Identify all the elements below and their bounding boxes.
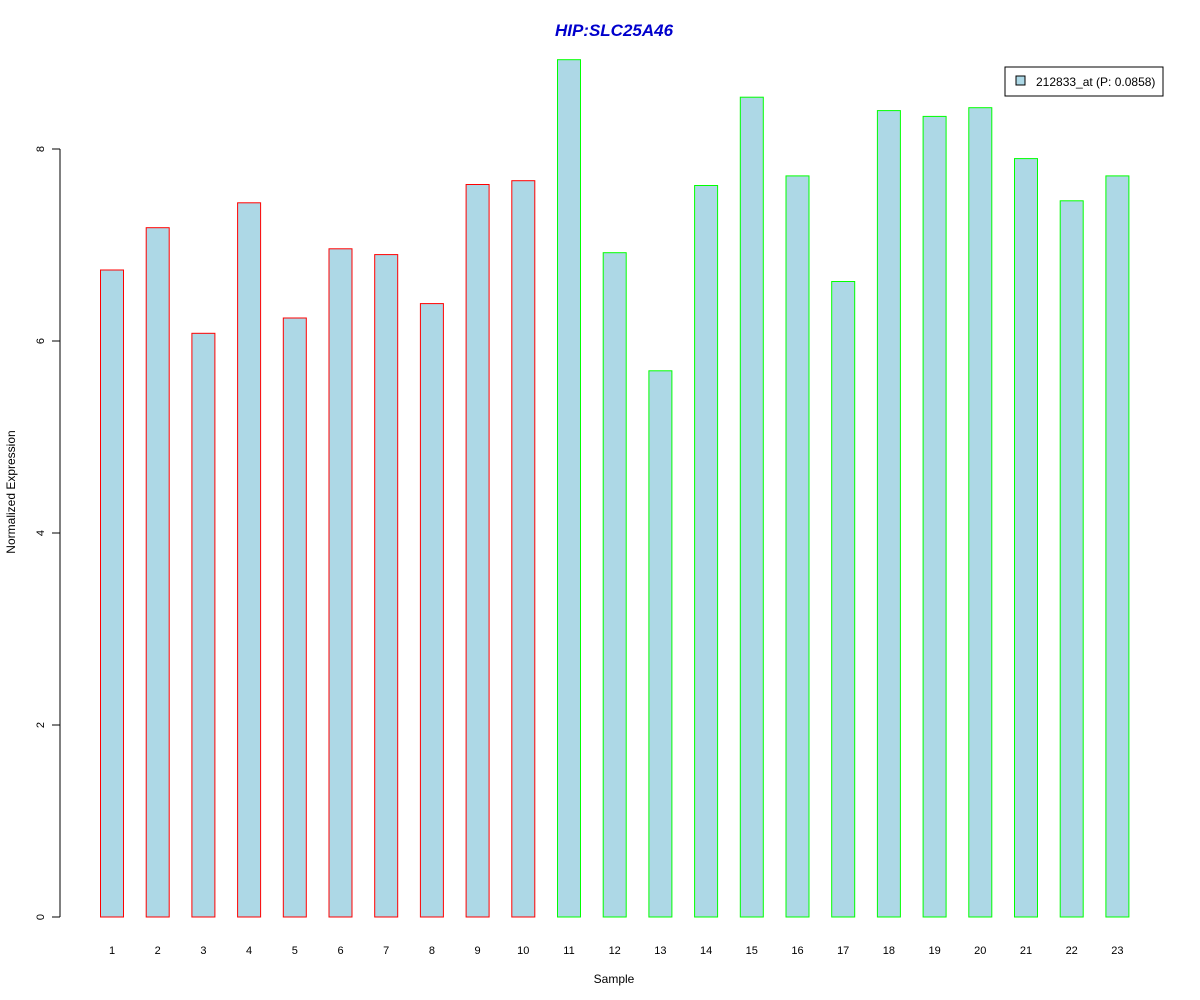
x-tick-label: 13 bbox=[654, 945, 666, 957]
bar bbox=[1014, 158, 1038, 918]
bar bbox=[237, 202, 262, 918]
bars-group bbox=[100, 59, 1130, 918]
x-tick-label: 12 bbox=[609, 945, 621, 957]
x-tick-label: 3 bbox=[200, 945, 206, 957]
x-tick-label: 2 bbox=[155, 945, 161, 957]
bar bbox=[465, 184, 490, 918]
bar bbox=[374, 254, 399, 918]
chart-title: HIP:SLC25A46 bbox=[555, 21, 674, 40]
legend-swatch bbox=[1015, 75, 1026, 86]
y-tick-label: 0 bbox=[35, 914, 47, 920]
x-tick-label: 8 bbox=[429, 945, 435, 957]
bar bbox=[191, 332, 216, 918]
x-tick-label: 9 bbox=[475, 945, 481, 957]
bar bbox=[785, 175, 810, 918]
bar bbox=[694, 185, 719, 918]
bar bbox=[1059, 200, 1084, 918]
x-tick-label: 6 bbox=[337, 945, 343, 957]
x-tick-label: 7 bbox=[383, 945, 389, 957]
x-axis-label: Sample bbox=[594, 972, 635, 986]
x-tick-label: 16 bbox=[791, 945, 803, 957]
x-tick-label: 11 bbox=[563, 945, 574, 957]
bar bbox=[876, 110, 901, 918]
bar bbox=[100, 269, 124, 918]
legend: 212833_at (P: 0.0858) bbox=[1004, 66, 1164, 97]
y-tick-label: 4 bbox=[35, 530, 47, 536]
x-tick-label: 1 bbox=[109, 945, 115, 957]
x-tick-label: 21 bbox=[1020, 945, 1032, 957]
x-tick-label: 4 bbox=[246, 945, 252, 957]
x-tick-label: 22 bbox=[1066, 945, 1078, 957]
x-tick-label: 14 bbox=[700, 945, 712, 957]
bar bbox=[968, 107, 993, 918]
legend-box bbox=[1004, 66, 1164, 97]
x-tick-label: 19 bbox=[928, 945, 940, 957]
y-axis: 0 2 4 6 8 bbox=[35, 146, 61, 920]
bar bbox=[511, 180, 536, 918]
x-tick-label: 23 bbox=[1111, 945, 1123, 957]
bar bbox=[557, 59, 581, 918]
bar bbox=[328, 248, 353, 918]
bar bbox=[739, 96, 764, 918]
x-tick-label: 20 bbox=[974, 945, 986, 957]
x-tick-label: 10 bbox=[517, 945, 529, 957]
bar bbox=[419, 303, 444, 918]
bar bbox=[922, 115, 947, 918]
legend-label: 212833_at (P: 0.0858) bbox=[1036, 75, 1155, 89]
bar bbox=[1105, 175, 1130, 918]
x-tick-labels: 1 2 3 4 5 6 7 8 9 10 11 12 13 14 15 16 17 18 19 20 21 22 23 bbox=[109, 945, 1124, 957]
x-tick-label: 18 bbox=[883, 945, 895, 957]
x-tick-label: 15 bbox=[746, 945, 758, 957]
y-tick-label: 2 bbox=[35, 722, 47, 728]
bar bbox=[282, 317, 307, 918]
y-tick-label: 6 bbox=[35, 338, 47, 344]
y-axis-label: Normalized Expression bbox=[4, 430, 18, 553]
y-tick-label: 8 bbox=[35, 146, 47, 152]
bar bbox=[831, 281, 856, 918]
bar bbox=[145, 227, 170, 918]
bar bbox=[602, 252, 627, 918]
bar bbox=[648, 370, 673, 918]
x-tick-label: 17 bbox=[837, 945, 849, 957]
x-tick-label: 5 bbox=[292, 945, 298, 957]
